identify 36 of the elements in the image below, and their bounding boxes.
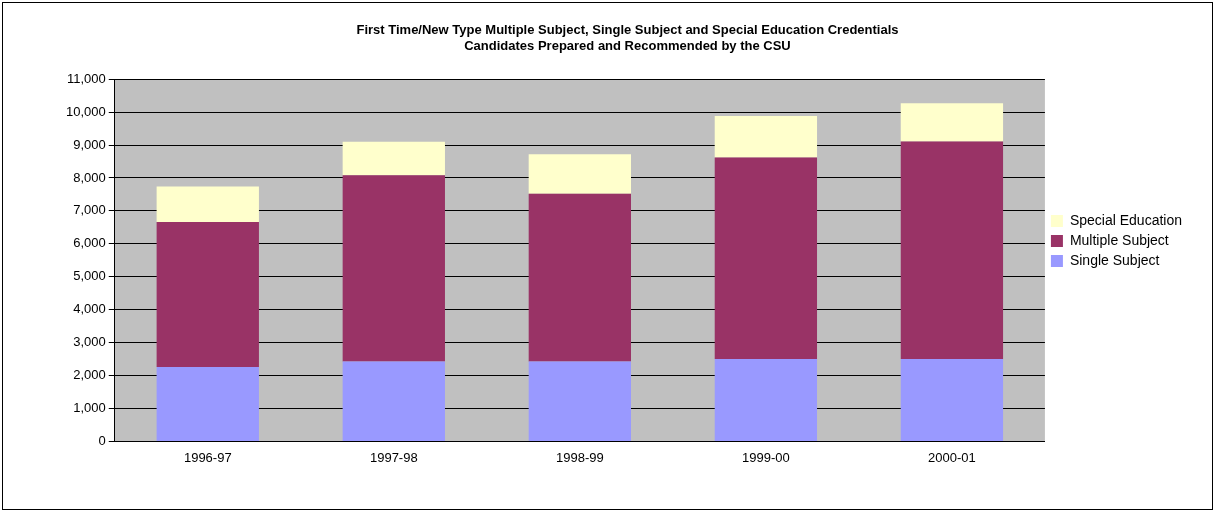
bar (342, 175, 445, 362)
x-tick-label: 1998-99 (555, 449, 604, 465)
x-tick-label: 2000-01 (928, 449, 976, 465)
x-tick-label: 1996-97 (183, 449, 232, 465)
y-tick-label: 2,000 (73, 367, 106, 383)
y-tick-label: 1,000 (73, 400, 106, 416)
bar (528, 193, 631, 362)
legend-label: Single Subject (1069, 251, 1160, 268)
bar (528, 361, 631, 441)
y-tick-label: 8,000 (73, 169, 106, 185)
bar (156, 186, 259, 223)
bar (900, 359, 1004, 441)
bar (714, 359, 818, 441)
bar (342, 361, 445, 441)
y-tick-label: 3,000 (73, 334, 106, 350)
y-tick-label: 0 (98, 432, 106, 448)
bar (714, 116, 818, 158)
bar (900, 141, 1004, 360)
bar (342, 141, 445, 176)
legend-label: Special Education (1069, 211, 1182, 228)
bar (156, 222, 259, 367)
bar (528, 154, 631, 194)
x-tick-label: 1999-00 (742, 449, 790, 465)
y-tick-label: 9,000 (73, 136, 106, 152)
y-tick-label: 5,000 (73, 268, 106, 284)
y-tick-label: 10,000 (66, 103, 106, 119)
legend-label: Multiple Subject (1069, 231, 1169, 248)
y-tick-label: 4,000 (73, 301, 106, 317)
bar (900, 103, 1004, 142)
x-tick-label: 1997-98 (369, 449, 418, 465)
y-tick-label: 6,000 (73, 235, 106, 251)
bar (156, 366, 259, 441)
bar (714, 157, 818, 360)
y-tick-label: 7,000 (73, 202, 106, 218)
y-tick-label: 11,000 (66, 70, 106, 86)
chart-title: First Time/New Type Multiple Subject, Single Subject and Special Education Credentials Candidates Prepared and Recommended by the CSU (356, 22, 899, 53)
